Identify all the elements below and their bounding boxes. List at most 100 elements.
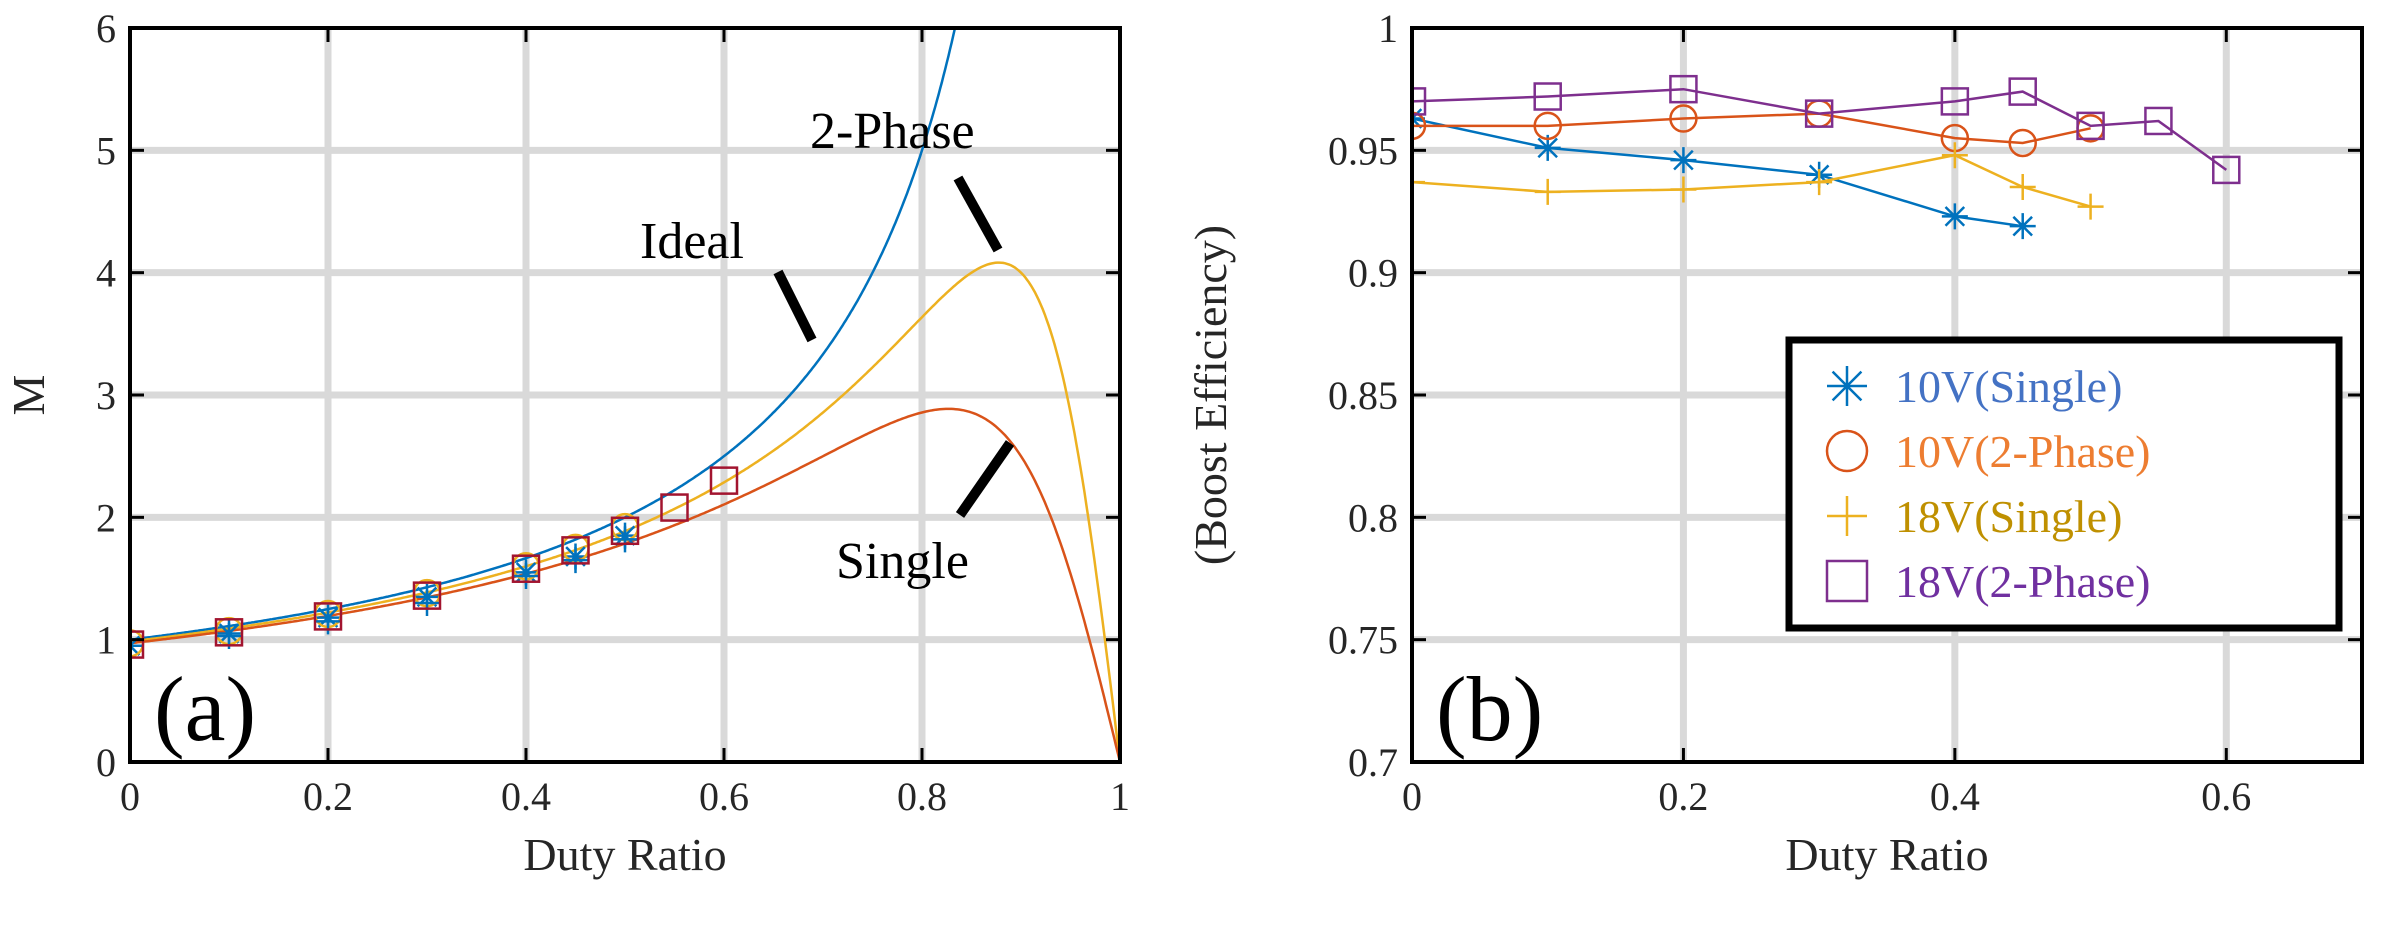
- y-tick-label: 5: [96, 128, 116, 173]
- legend-box: [1785, 336, 2343, 632]
- x-tick-label: 0.2: [303, 774, 353, 819]
- plot-area: [130, 28, 1120, 762]
- data-point: [1670, 147, 1697, 174]
- data-point: [1941, 203, 1968, 230]
- data-point: [561, 536, 590, 565]
- x-tick-label: 0.4: [501, 774, 551, 819]
- data-point: [414, 589, 440, 616]
- panel-label: (b): [1436, 658, 1543, 760]
- x-tick-label: 0: [120, 774, 140, 819]
- data-point: [1533, 111, 1562, 141]
- legend-item: 10V(Single): [1827, 361, 2122, 412]
- annotation-two-phase: 2-Phase: [810, 103, 975, 160]
- y-axis-label: (Boost Efficiency): [1185, 225, 1236, 565]
- legend-label: 18V(Single): [1895, 491, 2122, 542]
- two-phase-curve: [130, 261, 1120, 762]
- data-point: [1804, 99, 1834, 128]
- annotations: Ideal 2-Phase Single: [640, 103, 1015, 590]
- series-line: [1412, 117, 2023, 228]
- data-point: [2212, 155, 2241, 185]
- data-point: [1670, 176, 1697, 203]
- data-point: [214, 618, 244, 647]
- data-point: [412, 581, 442, 610]
- data-point: [130, 630, 145, 659]
- measured-series-square: [130, 466, 739, 659]
- y-tick-label: 1: [96, 618, 116, 663]
- data-point: [313, 602, 343, 631]
- data-point: [1412, 87, 1427, 116]
- y-tick-label: 4: [96, 251, 116, 296]
- plot-area: [1412, 74, 2241, 240]
- x-axis-label: Duty Ratio: [523, 829, 726, 880]
- series-line: [1412, 112, 2091, 145]
- y-tick-label: 0.8: [1348, 495, 1398, 540]
- legend-item: 18V(Single): [1827, 491, 2122, 542]
- x-tick-label: 0.6: [2201, 774, 2251, 819]
- data-point: [2008, 77, 2037, 106]
- data-point: [1412, 169, 1425, 196]
- x-tick-label: 1: [1110, 774, 1130, 819]
- data-point: [2076, 111, 2105, 141]
- legend-marker-square: [1825, 559, 1869, 603]
- data-point: [1806, 169, 1833, 196]
- y-axis-label: M: [3, 375, 54, 416]
- data-point: [1534, 178, 1561, 205]
- data-point: [1941, 142, 1968, 169]
- annotation-single: Single: [836, 533, 969, 590]
- data-point: [130, 632, 143, 659]
- panel-label: (a): [154, 658, 256, 760]
- y-tick-label: 3: [96, 373, 116, 418]
- data-point: [1669, 104, 1698, 133]
- panel-a: 0 0.2 0.4 0.6 0.8 1 0 1 2 3 4 5 6 Duty Ratio M (a) Ideal…: [3, 6, 1130, 880]
- data-point: [2008, 128, 2037, 158]
- data-point: [2144, 106, 2173, 136]
- legend-label: 18V(2-Phase): [1895, 556, 2151, 607]
- data-point: [513, 563, 539, 590]
- data-point: [1412, 111, 1427, 141]
- legend-label: 10V(Single): [1895, 361, 2122, 412]
- data-point: [610, 516, 640, 546]
- data-point: [2009, 174, 2036, 201]
- annotation-two-phase-pointer: [953, 175, 1003, 253]
- data-point: [1669, 74, 1698, 104]
- data-point: [2077, 193, 2104, 220]
- data-point: [660, 493, 689, 522]
- data-point: [1534, 134, 1561, 161]
- ideal-curve: [130, 28, 957, 641]
- data-point: [1533, 82, 1562, 111]
- x-tick-label: 0: [1402, 774, 1422, 819]
- y-tick-label: 6: [96, 6, 116, 51]
- series-line: [1412, 153, 2091, 208]
- x-tick-label: 0.8: [897, 774, 947, 819]
- legend-item: 10V(2-Phase): [1825, 426, 2151, 477]
- legend-marker-plus: [1827, 496, 1867, 536]
- annotation-single-pointer: [955, 440, 1015, 518]
- data-point: [1940, 87, 1970, 116]
- y-tick-label: 0.95: [1328, 128, 1398, 173]
- data-point: [2009, 213, 2036, 240]
- single-curve: [130, 407, 1120, 762]
- data-point: [709, 466, 739, 495]
- data-point: [612, 526, 638, 553]
- legend-item: 18V(2-Phase): [1825, 556, 2151, 607]
- y-tick-label: 0.7: [1348, 740, 1398, 785]
- y-tick-label: 0.75: [1328, 618, 1398, 663]
- legend: 10V(Single) 10V(2-Phase) 18V(Single) 18V(2-…: [1785, 336, 2343, 632]
- x-tick-label: 0.4: [1930, 774, 1980, 819]
- series-square: [1412, 74, 2241, 185]
- annotation-ideal: Ideal: [640, 213, 744, 270]
- data-point: [562, 547, 589, 574]
- panel-b: 0 0.2 0.4 0.6 0.7 0.75 0.8 0.85 0.9 0.95 1 Duty Rat…: [1185, 6, 2364, 880]
- x-axis-label: Duty Ratio: [1785, 829, 1988, 880]
- annotation-ideal-pointer: [773, 269, 817, 343]
- legend-marker-circle: [1825, 429, 1869, 473]
- x-tick-label: 0.6: [699, 774, 749, 819]
- series-line: [1412, 87, 2228, 171]
- legend-marker-asterisk: [1827, 366, 1867, 406]
- y-tick-label: 1: [1378, 6, 1398, 51]
- legend-label: 10V(2-Phase): [1895, 426, 2151, 477]
- series-plus: [1412, 142, 2104, 220]
- y-tick-label: 2: [96, 495, 116, 540]
- data-point: [511, 554, 541, 583]
